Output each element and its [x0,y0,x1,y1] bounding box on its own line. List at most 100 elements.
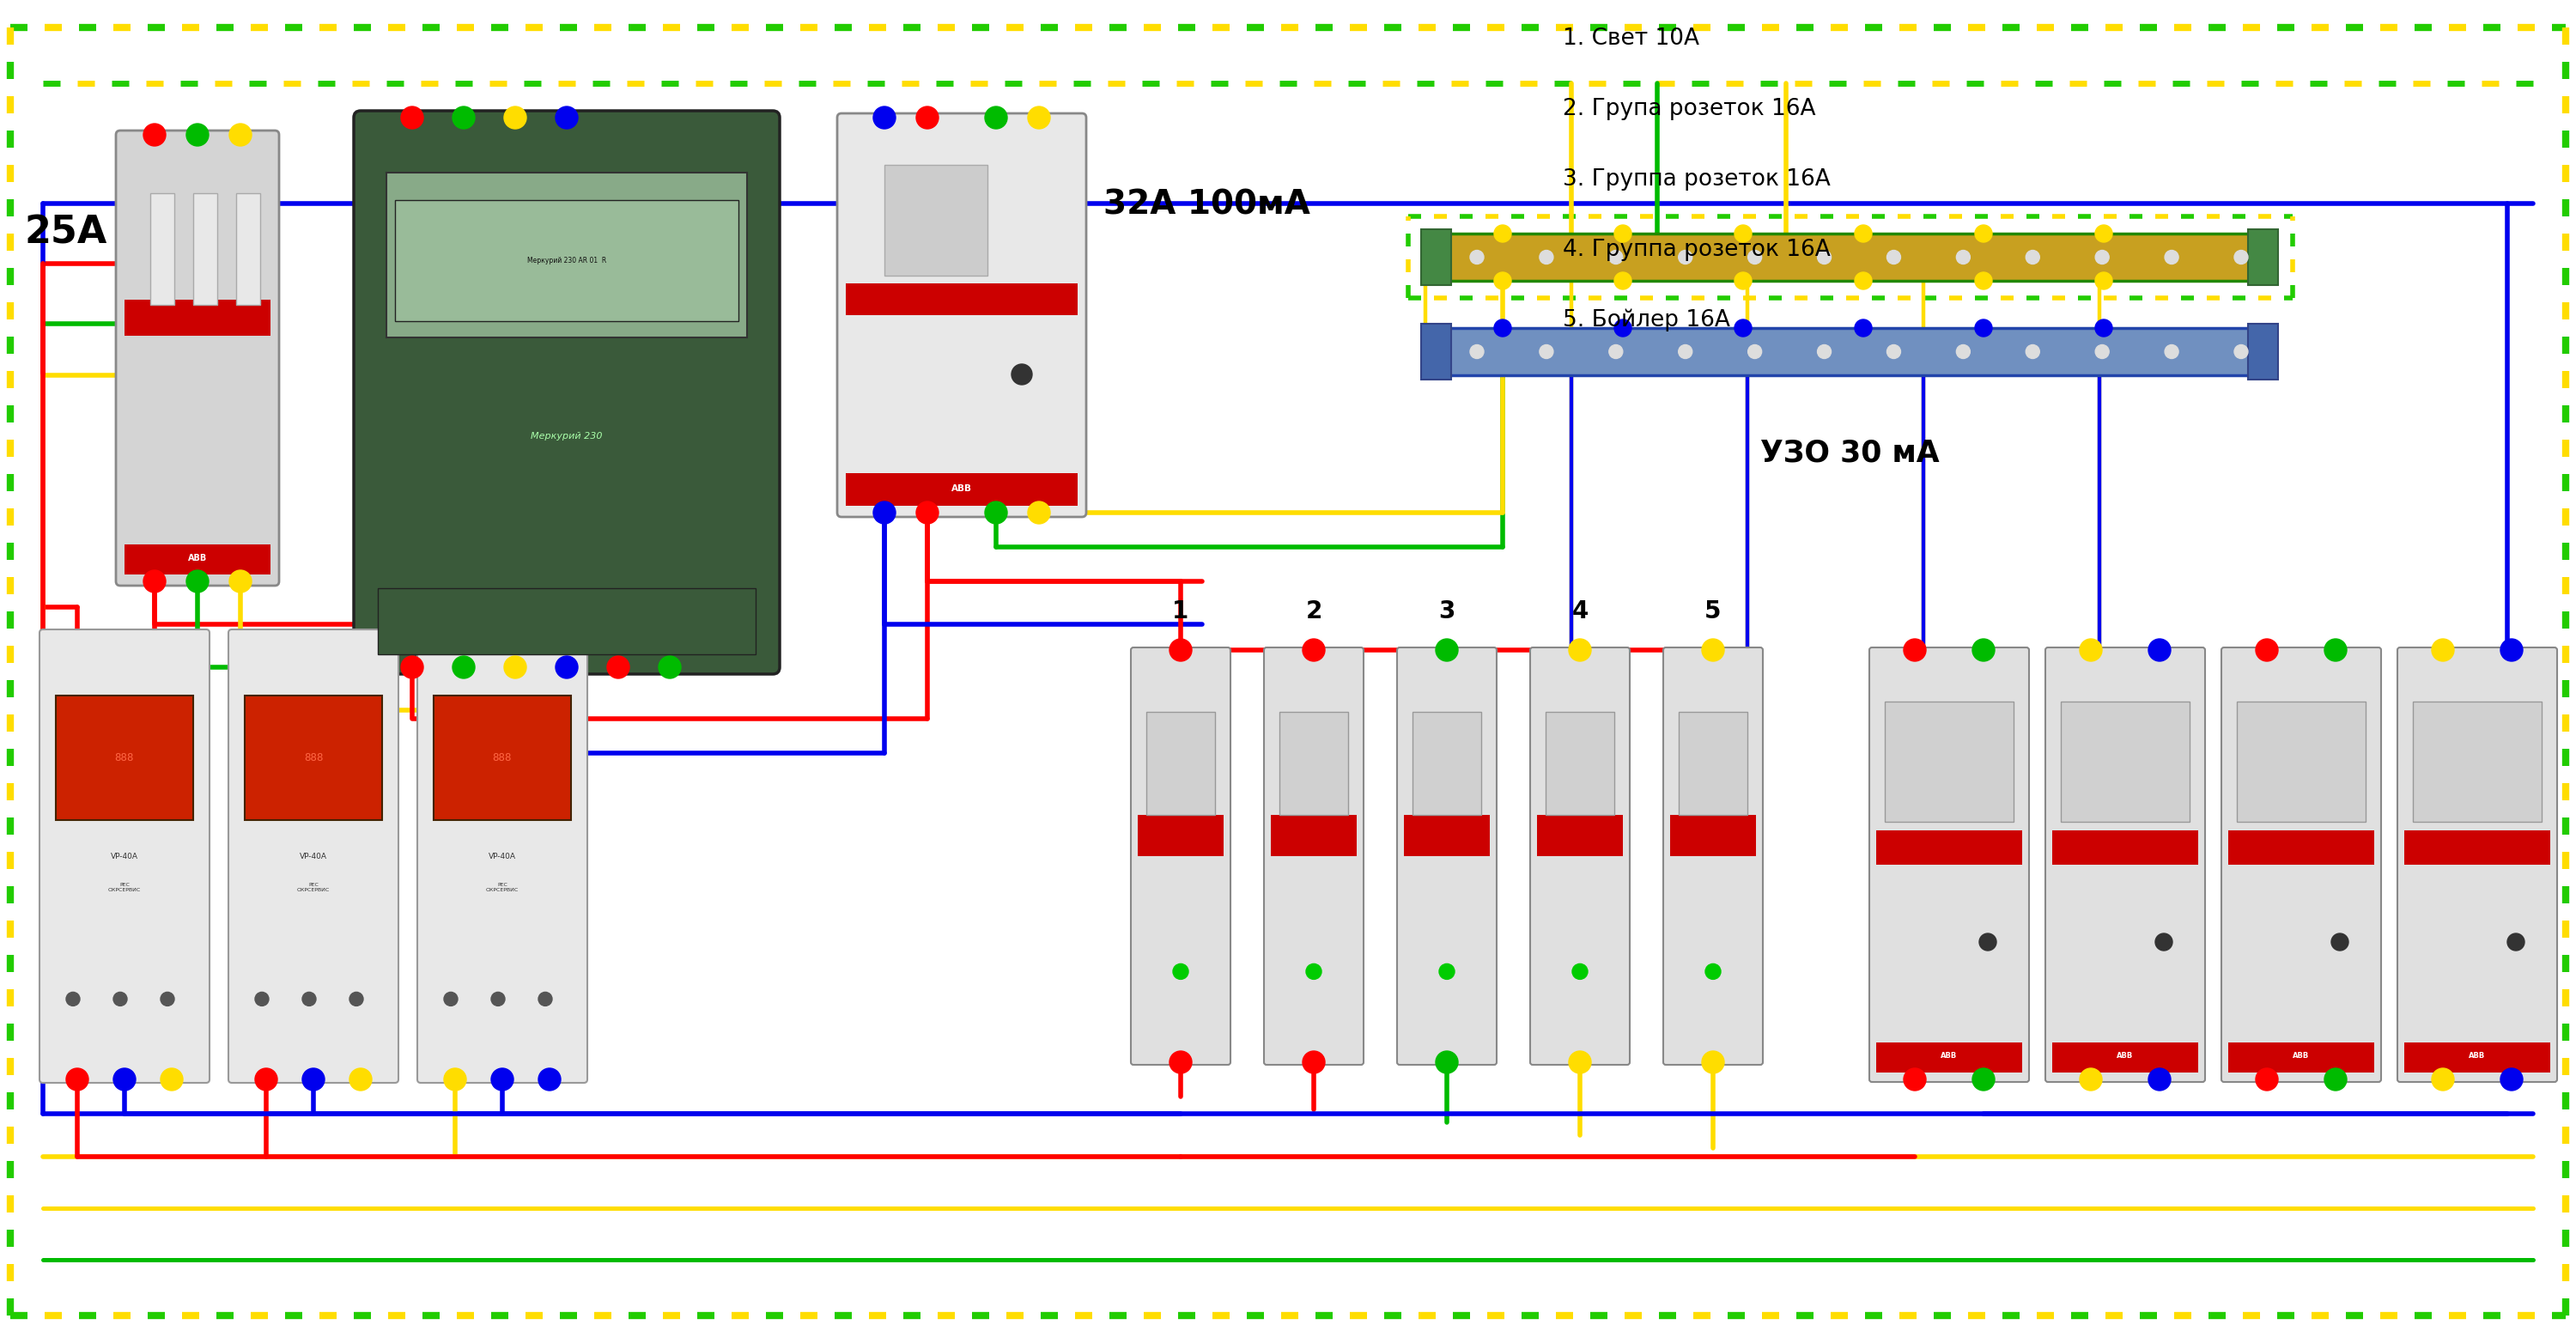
Circle shape [2501,1068,2522,1091]
Bar [1538,816,1623,856]
Bar [1146,711,1216,816]
Circle shape [350,1068,371,1091]
Circle shape [1855,320,1873,337]
Circle shape [2094,273,2112,289]
Text: Меркурий 230 АR 01  R: Меркурий 230 АR 01 R [528,257,605,265]
FancyBboxPatch shape [1530,647,1631,1064]
Bar [394,201,739,321]
Circle shape [255,992,268,1005]
Bar [1280,711,1347,816]
Text: 1: 1 [1172,599,1190,623]
Circle shape [350,992,363,1005]
Bar [57,695,193,821]
Bar [149,193,175,305]
Circle shape [873,501,896,524]
Text: РЕС
ОКРСЕРВИС: РЕС ОКРСЕРВИС [487,882,518,892]
Circle shape [608,656,629,678]
Bar [237,193,260,305]
Text: 888: 888 [116,753,134,763]
Circle shape [1749,250,1762,263]
Bar [884,164,987,275]
Text: ABB: ABB [188,554,206,563]
Circle shape [1306,964,1321,979]
Circle shape [1540,250,1553,263]
Text: ABB: ABB [951,484,971,493]
Circle shape [2148,639,2172,662]
Circle shape [1471,345,1484,358]
Circle shape [492,992,505,1005]
Circle shape [1680,250,1692,263]
Circle shape [160,1068,183,1091]
Circle shape [229,570,252,592]
Circle shape [1435,1051,1458,1074]
Text: 2. Група розеток 16А: 2. Група розеток 16А [1564,98,1816,120]
Text: VP-40A: VP-40A [489,852,515,860]
FancyBboxPatch shape [1265,647,1363,1064]
Circle shape [1471,250,1484,263]
Bar [193,193,216,305]
Text: 32A 100мА: 32A 100мА [1103,189,1311,221]
Circle shape [2432,1068,2455,1091]
Bar [1443,328,2259,376]
FancyBboxPatch shape [837,114,1087,517]
Bar [2236,702,2365,822]
Circle shape [1749,345,1762,358]
Circle shape [2094,320,2112,337]
Circle shape [301,1068,325,1091]
Circle shape [160,992,175,1005]
Circle shape [917,501,938,524]
Circle shape [1973,1068,1994,1091]
Bar [1680,711,1747,816]
Bar [124,299,270,336]
Circle shape [2025,345,2040,358]
Circle shape [113,1068,137,1091]
Circle shape [453,656,474,678]
Bar [1422,324,1450,380]
Circle shape [67,992,80,1005]
FancyBboxPatch shape [353,111,781,674]
Bar [2228,830,2375,865]
Circle shape [255,1068,278,1091]
Circle shape [1610,345,1623,358]
Circle shape [2025,250,2040,263]
Circle shape [301,992,317,1005]
Bar [433,695,572,821]
Circle shape [492,1068,513,1091]
Circle shape [1435,639,1458,662]
Text: ABB: ABB [2117,1052,2133,1060]
Circle shape [1615,225,1631,242]
Circle shape [1976,273,1991,289]
Bar [1546,711,1615,816]
Text: 888: 888 [492,753,513,763]
Circle shape [2233,250,2249,263]
Circle shape [1734,320,1752,337]
Circle shape [402,656,422,678]
Circle shape [1819,250,1832,263]
Circle shape [1978,933,1996,951]
Bar [2249,229,2277,285]
Circle shape [229,123,252,146]
Bar [386,172,747,337]
Circle shape [1855,225,1873,242]
Circle shape [1028,107,1051,128]
Circle shape [2501,639,2522,662]
Circle shape [1973,639,1994,662]
Circle shape [443,1068,466,1091]
Circle shape [2164,250,2179,263]
Bar [1270,816,1358,856]
Text: РЕС
ОКРСЕРВИС: РЕС ОКРСЕРВИС [296,882,330,892]
Bar [1404,816,1489,856]
Text: 4: 4 [1571,599,1589,623]
Circle shape [2257,639,2277,662]
Circle shape [1955,345,1971,358]
Circle shape [2156,933,2172,951]
Text: 1. Свет 10А: 1. Свет 10А [1564,28,1700,49]
Text: ABB: ABB [2468,1052,2486,1060]
Circle shape [1886,345,1901,358]
Circle shape [1734,273,1752,289]
Circle shape [2331,933,2349,951]
FancyBboxPatch shape [2045,647,2205,1082]
Circle shape [2233,345,2249,358]
Text: 4. Группа розеток 16А: 4. Группа розеток 16А [1564,239,1832,261]
Text: Меркурий 230: Меркурий 230 [531,432,603,441]
